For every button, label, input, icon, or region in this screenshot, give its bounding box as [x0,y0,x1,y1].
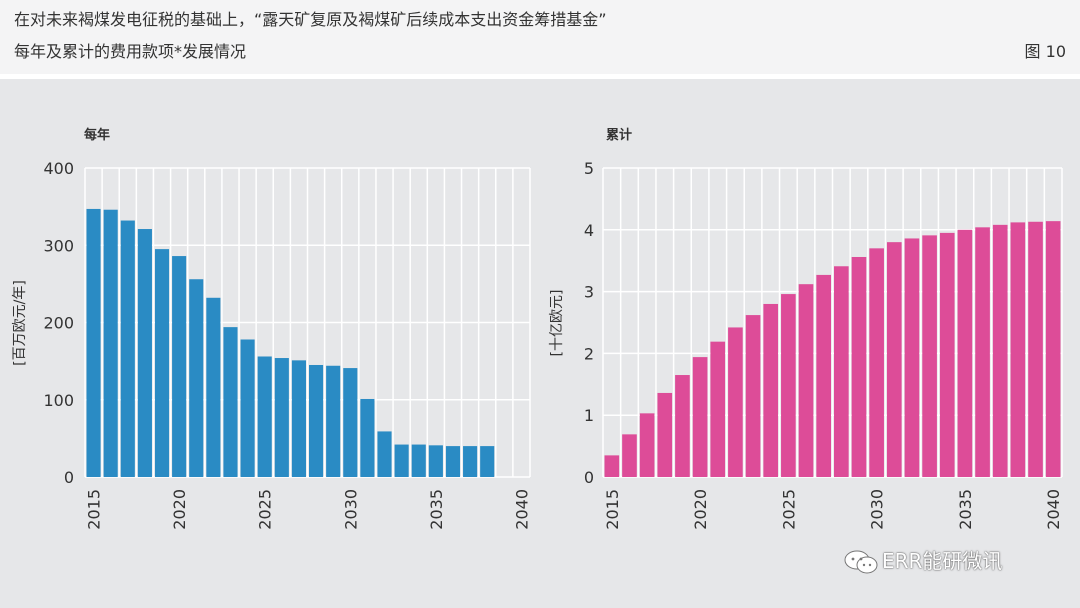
bar-2036 [445,446,461,477]
bar-2034 [939,232,955,477]
y-tick-label: 300 [43,236,74,255]
bar-2019 [675,375,690,477]
bar-2019 [154,249,170,477]
figure-label: 图 10 [1024,42,1066,61]
bar-2021 [710,341,726,477]
panel-title: 累计 [606,127,632,143]
bar-2027 [816,274,831,477]
bar-2021 [189,279,204,477]
bar-2040 [1045,221,1061,477]
x-tick-label: 2015 [603,489,622,530]
bar-2023 [223,327,238,477]
bar-2024 [240,339,255,477]
bar-2025 [781,294,796,477]
bar-2033 [922,235,937,477]
x-tick-label: 2025 [256,489,275,530]
bar-2025 [257,356,272,477]
y-tick-label: 1 [584,406,594,425]
y-tick-label: 4 [584,221,594,240]
bar-2034 [411,444,426,477]
bar-2030 [869,248,884,477]
cumulative-chart: 0 1 2 3 4 5 2015 2020 2025 2030 2035 2040 累计 [十亿欧元] [549,127,1063,530]
bar-2024 [763,303,779,477]
bar-2038 [1010,222,1026,477]
bar-2026 [274,358,289,477]
bar-2039 [1028,221,1043,477]
bar-2022 [206,297,221,477]
y-tick-label: 400 [43,159,74,178]
bar-2022 [728,327,743,477]
bar-2016 [103,209,118,477]
y-tick-label: 3 [584,283,594,302]
bar-2023 [745,315,761,477]
bar-2016 [622,434,637,477]
bar-2031 [886,242,902,477]
bar-2020 [692,357,708,477]
bar-2020 [172,256,187,477]
bar-2035 [957,229,973,477]
x-tick-label: 2020 [691,489,710,530]
bar-2028 [834,266,849,477]
wechat-icon [844,550,878,574]
x-tick-label: 2035 [956,489,975,530]
bar-2018 [657,392,673,477]
x-tick-label: 2035 [427,489,446,530]
x-tick-label: 2040 [512,489,531,530]
x-tick-label: 2015 [85,489,104,530]
header: 在对未来褐煤发电征税的基础上，“露天矿复原及褐煤矿后续成本支出资金筹措基金” 每… [0,0,1080,74]
bar-2015 [86,208,101,477]
header-separator [0,74,1080,79]
bar-2028 [309,364,324,477]
y-tick-label: 0 [64,468,74,487]
y-tick-label: 100 [43,391,74,410]
bar-2027 [291,360,306,477]
bar-2036 [975,227,990,477]
panel-title: 每年 [84,127,110,143]
y-tick-label: 200 [43,314,74,333]
chart-title-line1: 在对未来褐煤发电征税的基础上，“露天矿复原及褐煤矿后续成本支出资金筹措基金” [14,10,607,29]
x-tick-label: 2030 [341,489,360,530]
y-tick-label: 5 [584,159,594,178]
x-tick-label: 2020 [170,489,189,530]
annual-chart: 0 100 200 300 400 2015 2020 2025 2030 2035 2040 每年 [… [12,127,531,530]
bar-2038 [480,446,495,477]
bar-2032 [904,238,920,477]
x-tick-label: 2025 [779,489,798,530]
bar-2029 [851,256,867,477]
bar-2035 [428,445,443,477]
bar-2033 [394,444,409,477]
y-tick-label: 2 [584,344,594,363]
y-tick-label: 0 [584,468,594,487]
bar-2029 [326,365,341,477]
bar-2026 [798,284,814,477]
bar-2017 [639,413,655,477]
bar-2030 [343,368,358,477]
bar-2037 [463,446,478,477]
bar-2037 [992,224,1008,477]
y-axis-label: [百万欧元/年] [12,280,28,366]
bar-2015 [604,455,620,477]
bar-2031 [360,398,375,477]
bar-2032 [377,431,392,477]
bar-2017 [120,220,135,477]
x-tick-label: 2030 [868,489,887,530]
x-tick-label: 2040 [1044,489,1063,530]
bar-2018 [137,229,152,477]
watermark-text: ERR能研微讯 [882,549,1003,573]
chart-title-line2: 每年及累计的费用款项*发展情况 [14,42,247,61]
y-axis-label: [十亿欧元] [549,290,565,357]
